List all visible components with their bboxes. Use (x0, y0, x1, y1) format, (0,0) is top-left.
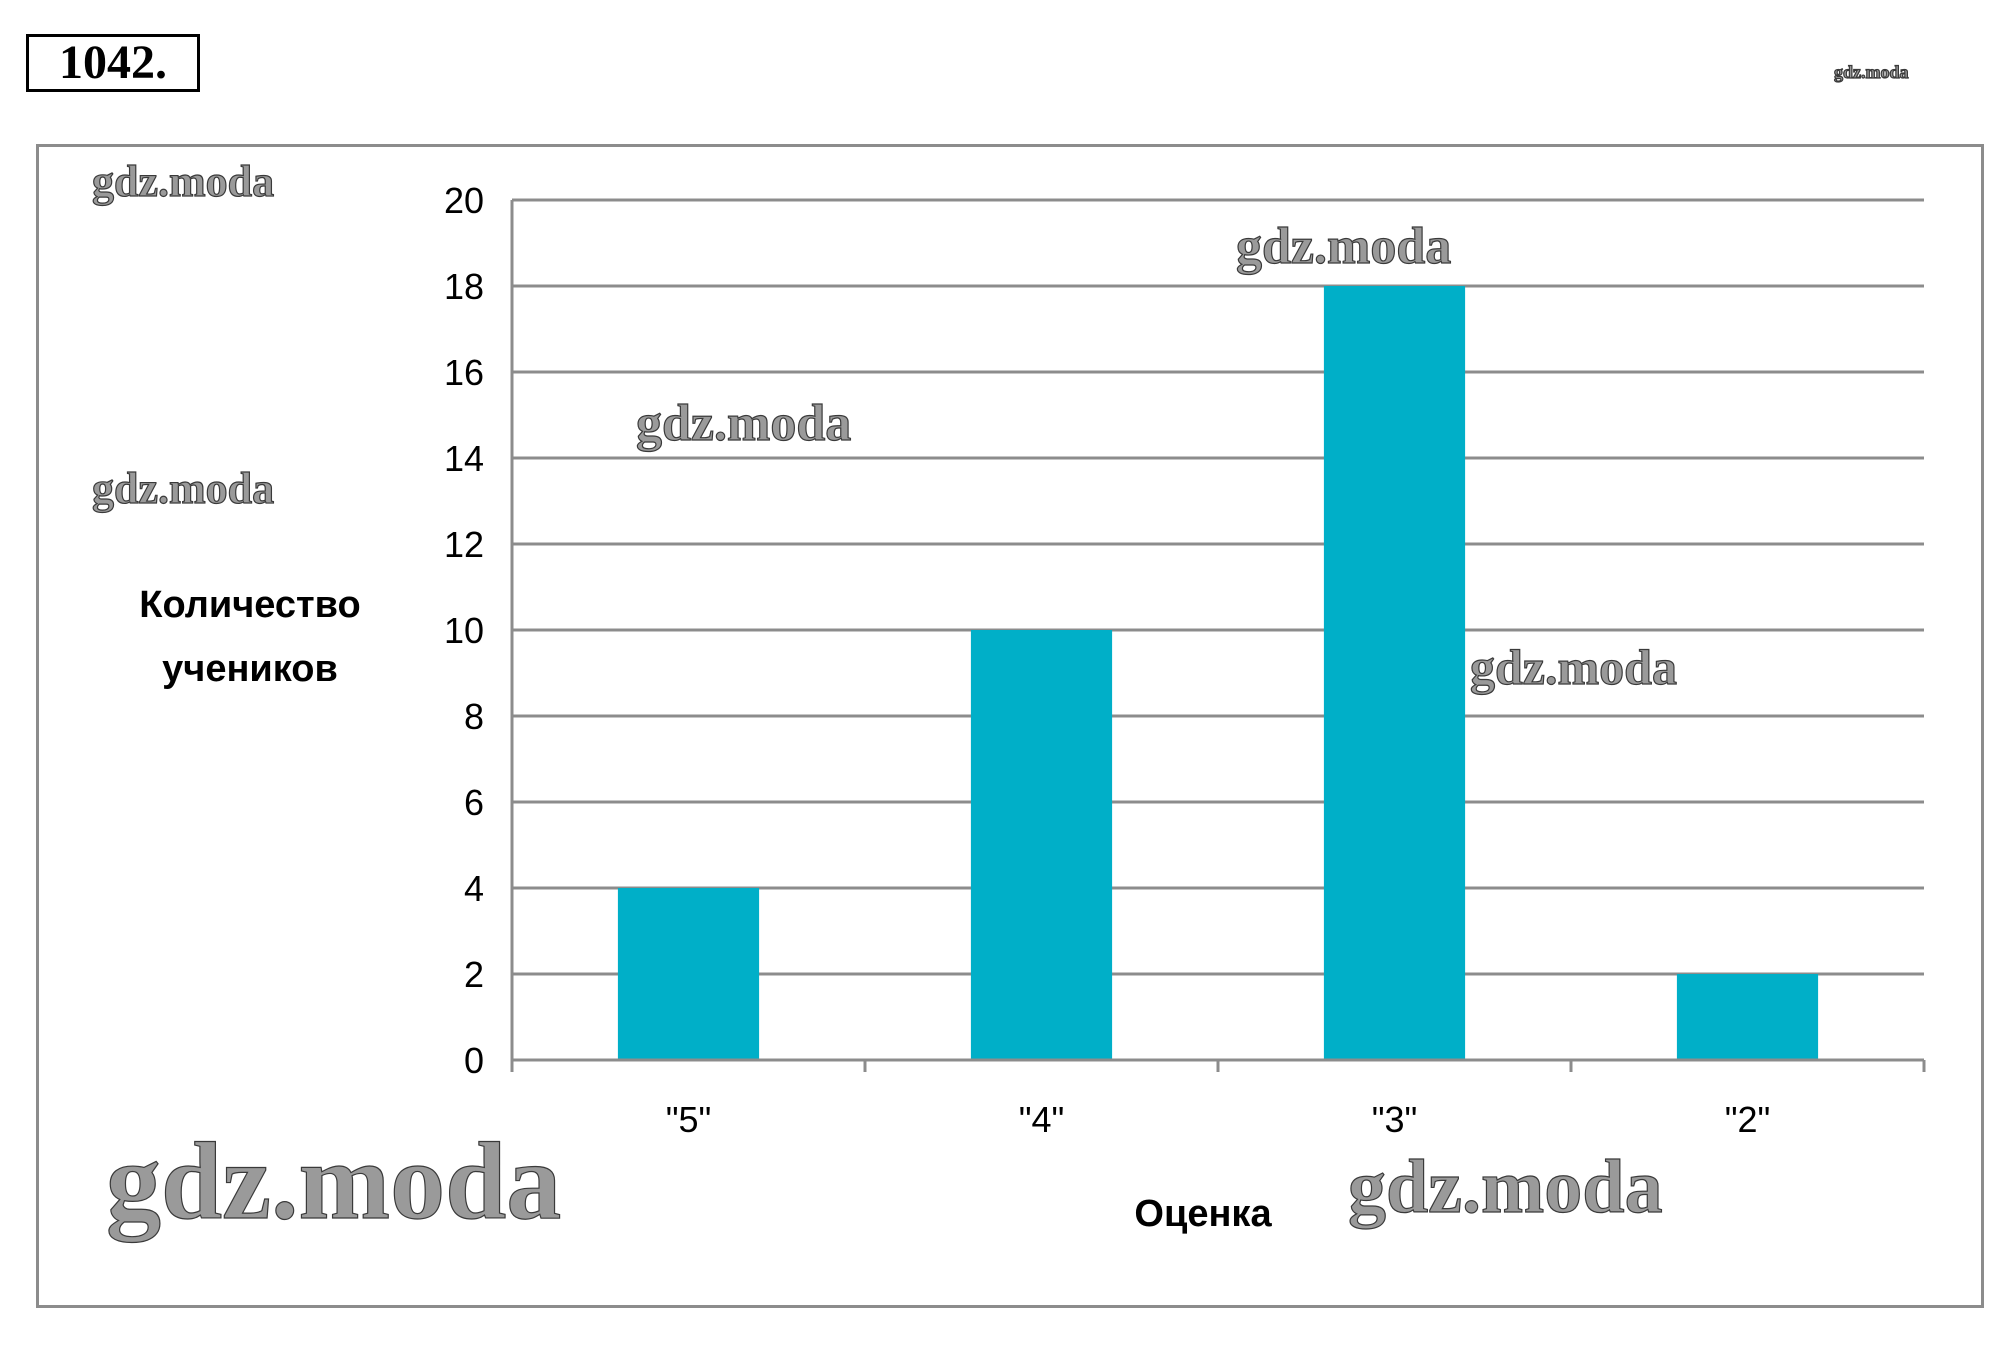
watermark: gdz.moda (1236, 218, 1451, 275)
bar (970, 630, 1113, 1060)
bar (617, 888, 760, 1060)
bar (1323, 286, 1466, 1060)
y-tick-label: 4 (464, 868, 484, 909)
x-tick-label: "5" (666, 1099, 712, 1140)
grid-lines (512, 198, 1924, 976)
x-tick-label: "2" (1725, 1099, 1771, 1140)
watermark: gdz.moda (1470, 639, 1677, 695)
watermark: gdz.moda (92, 464, 274, 513)
y-tick-label: 12 (444, 524, 484, 565)
y-tick-label: 10 (444, 610, 484, 651)
watermark: gdz.moda (636, 395, 851, 452)
y-tick-label: 0 (464, 1040, 484, 1081)
chart-frame (36, 144, 1984, 1308)
y-tick-labels: 0 2 4 6 8 10 12 14 16 18 20 (444, 180, 484, 1081)
problem-number: 1042. (26, 34, 200, 92)
x-tick-label: "3" (1372, 1099, 1418, 1140)
y-tick-label: 2 (464, 954, 484, 995)
x-axis-title: Оценка (1134, 1193, 1272, 1235)
y-axis-title-line-2: учеников (162, 648, 338, 690)
watermark: gdz.moda (106, 1120, 561, 1242)
y-tick-label: 20 (444, 180, 484, 221)
axes (510, 200, 1926, 1072)
y-tick-label: 16 (444, 352, 484, 393)
watermark: gdz.moda (92, 157, 274, 206)
bar (1676, 974, 1819, 1060)
x-tick-label: "4" (1019, 1099, 1065, 1140)
x-tick-labels: "5" "4" "3" "2" (666, 1099, 1771, 1140)
y-axis-title-line-1: Количество (139, 584, 360, 626)
y-tick-label: 14 (444, 438, 484, 479)
y-tick-label: 18 (444, 266, 484, 307)
watermark: gdz.moda (1834, 62, 1909, 82)
y-tick-label: 6 (464, 782, 484, 823)
bars (617, 286, 1819, 1060)
y-tick-label: 8 (464, 696, 484, 737)
watermark: gdz.moda (1348, 1145, 1663, 1229)
